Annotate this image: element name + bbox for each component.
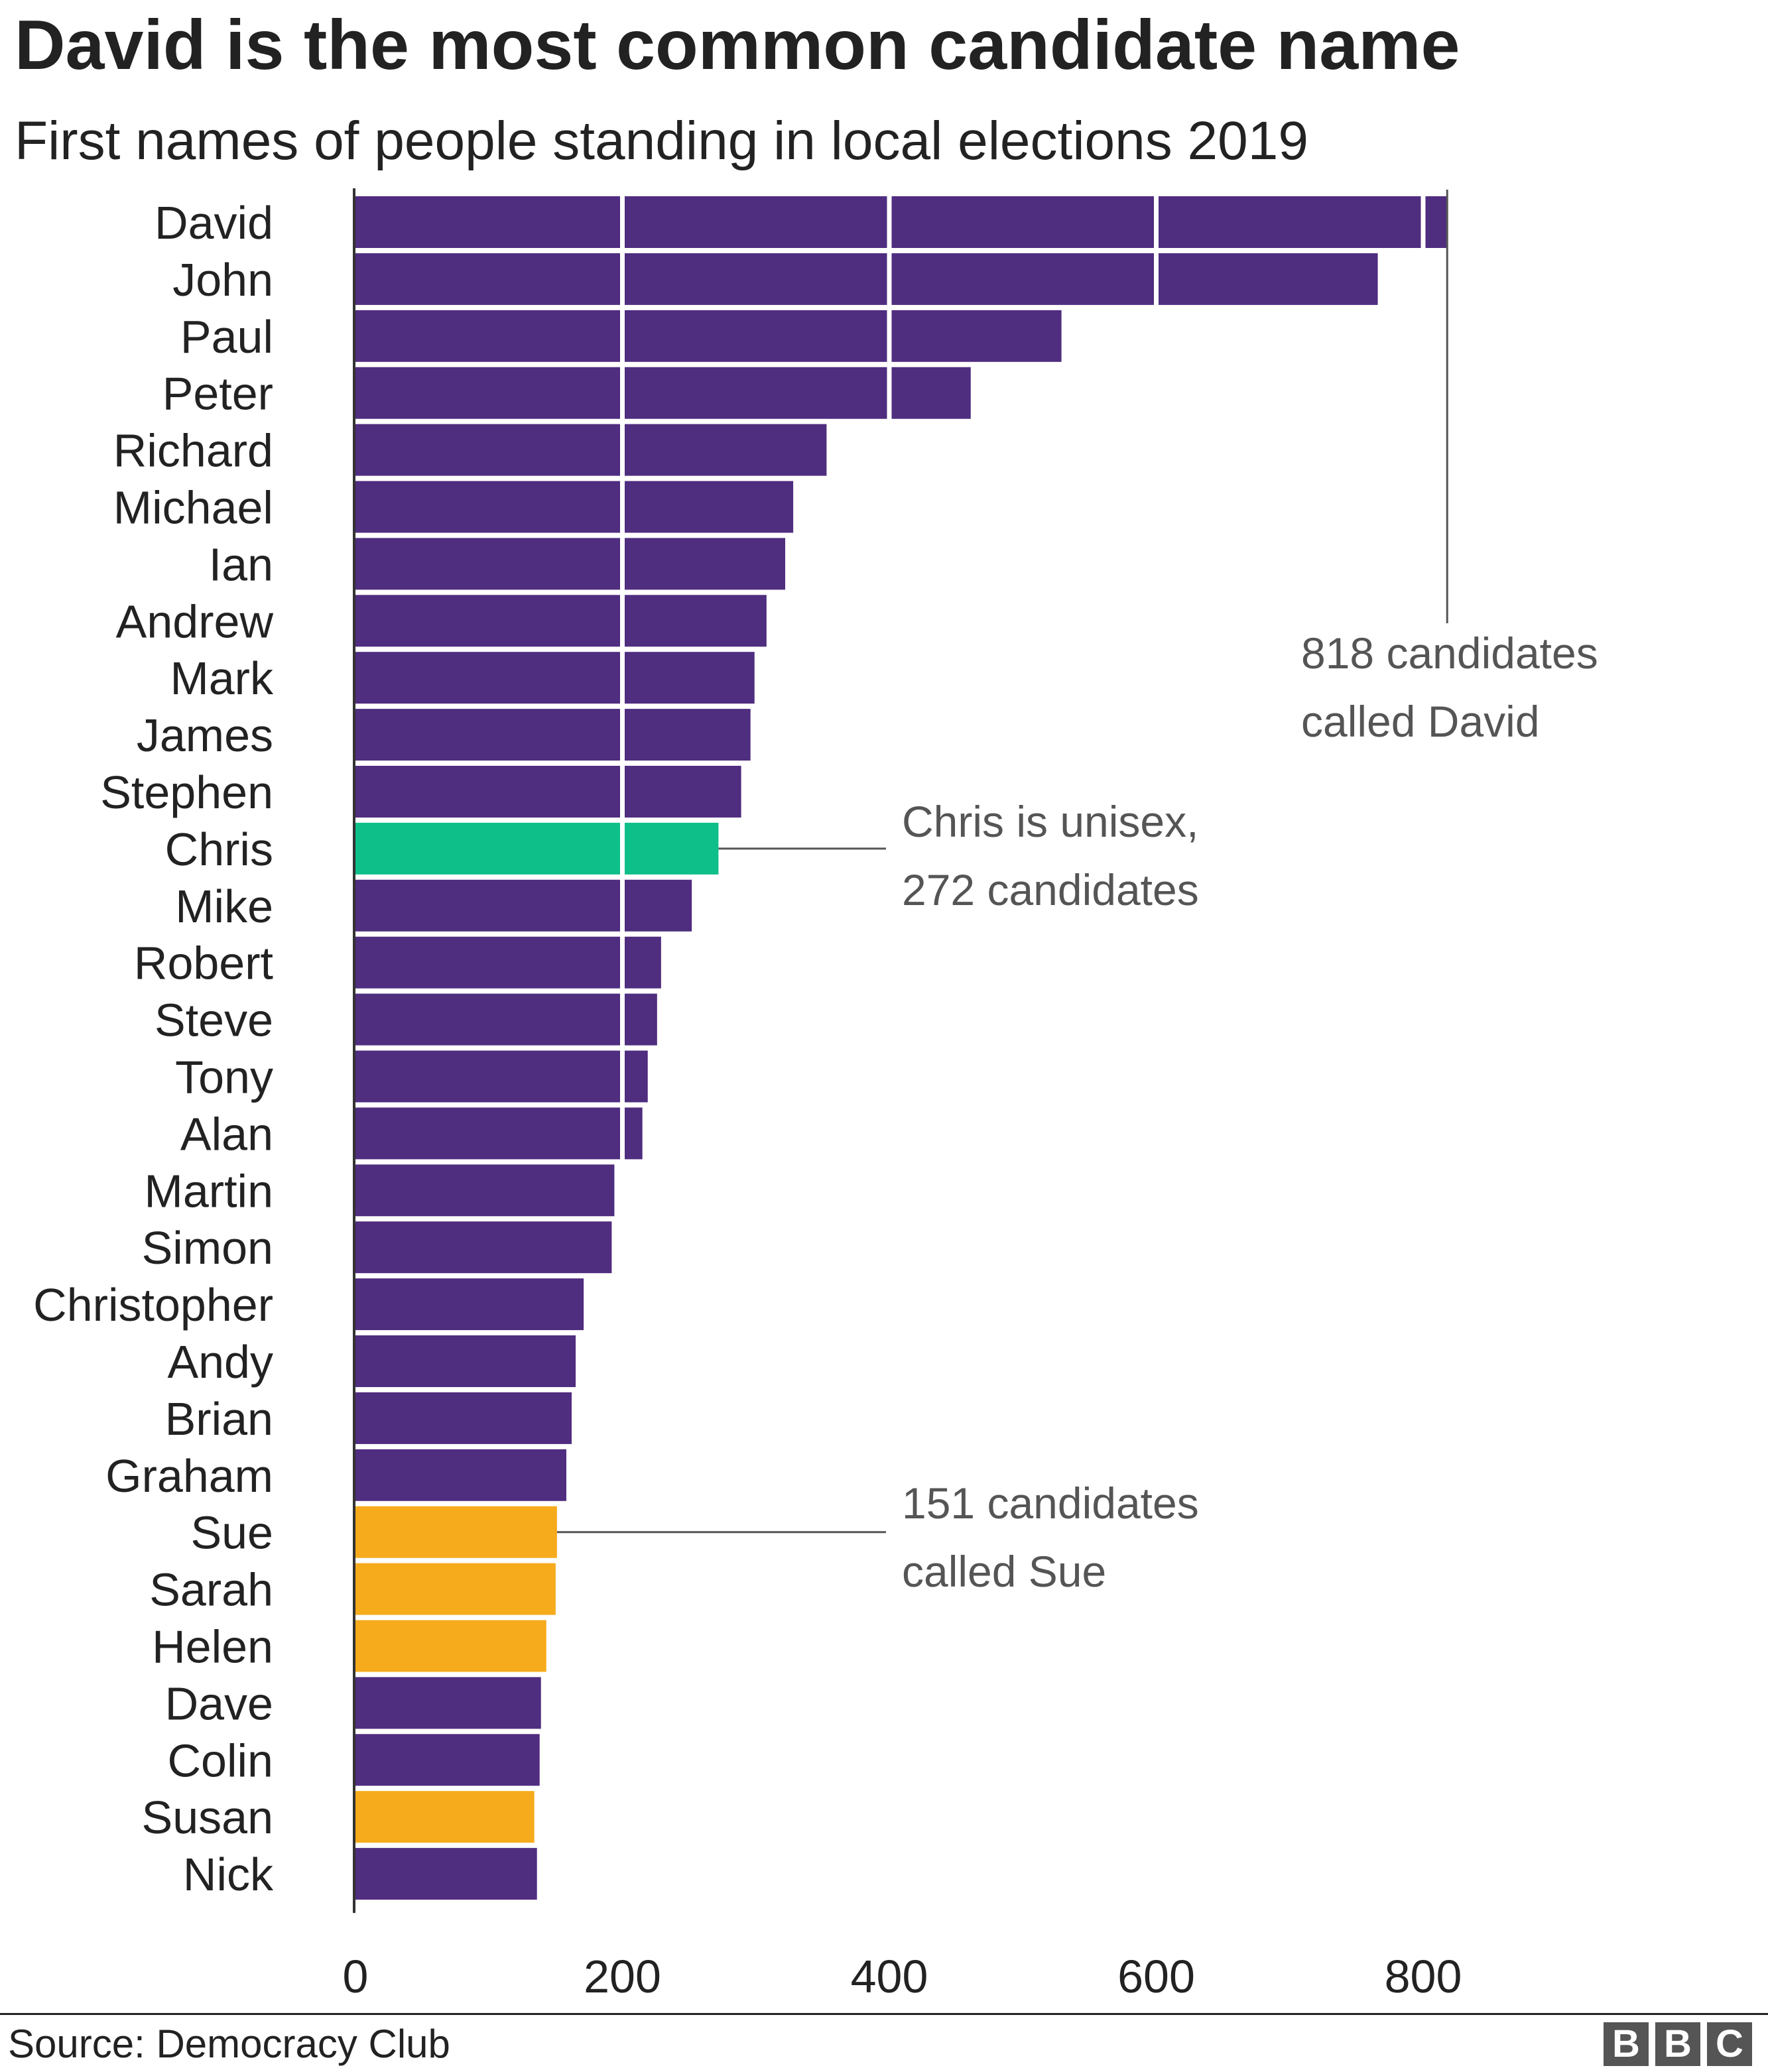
source-note: Source: Democracy Club bbox=[8, 2022, 450, 2066]
category-label: Richard bbox=[113, 425, 273, 477]
category-label: Sue bbox=[190, 1507, 273, 1559]
bar bbox=[355, 1848, 537, 1900]
bar bbox=[355, 1677, 541, 1729]
bbc-logo: B B C bbox=[1604, 2022, 1752, 2066]
bar bbox=[355, 310, 1062, 362]
bar bbox=[355, 1164, 615, 1217]
gridlines-layer bbox=[620, 191, 1426, 1904]
bar bbox=[355, 1392, 572, 1444]
bar bbox=[355, 595, 767, 647]
category-label: Paul bbox=[180, 311, 273, 363]
category-label: Christopher bbox=[33, 1279, 273, 1331]
category-labels-layer: DavidJohnPaulPeterRichardMichaelIanAndre… bbox=[33, 197, 274, 1900]
category-label: Mike bbox=[175, 881, 273, 932]
bar bbox=[355, 1506, 557, 1558]
chart-subtitle: First names of people standing in local … bbox=[15, 111, 1308, 171]
category-label: Steve bbox=[155, 995, 273, 1046]
annotation-text: called David bbox=[1301, 697, 1540, 746]
annotation-text: Chris is unisex, bbox=[902, 797, 1198, 846]
bar bbox=[355, 1620, 546, 1672]
bar bbox=[355, 652, 755, 704]
category-label: James bbox=[137, 709, 273, 761]
x-tick-label: 800 bbox=[1385, 1951, 1462, 2002]
bbc-logo-letter: B bbox=[1604, 2022, 1649, 2066]
category-label: Sarah bbox=[149, 1564, 273, 1616]
bar bbox=[355, 1278, 584, 1331]
category-label: Colin bbox=[167, 1735, 273, 1786]
category-label: Alan bbox=[180, 1108, 273, 1160]
category-label: David bbox=[155, 197, 273, 249]
bbc-logo-letter: C bbox=[1707, 2022, 1752, 2066]
bar bbox=[355, 1449, 566, 1501]
category-label: Andy bbox=[167, 1336, 273, 1388]
footer-rule bbox=[0, 2013, 1768, 2015]
category-label: Graham bbox=[105, 1450, 273, 1502]
x-tick-label: 0 bbox=[343, 1951, 369, 2002]
category-label: Helen bbox=[152, 1621, 273, 1673]
category-label: Andrew bbox=[116, 595, 274, 647]
category-label: Peter bbox=[162, 368, 273, 420]
category-label: Chris bbox=[165, 823, 273, 875]
bar bbox=[355, 1221, 612, 1274]
category-label: Dave bbox=[165, 1677, 273, 1729]
tick-labels-layer: 0 200 400 600 800 bbox=[343, 1951, 1462, 2002]
bar bbox=[355, 1734, 540, 1786]
category-label: Mark bbox=[170, 652, 274, 704]
x-tick-label: 200 bbox=[584, 1951, 661, 2002]
bar bbox=[355, 1335, 576, 1387]
annotation-text: 818 candidates bbox=[1301, 629, 1598, 678]
bar bbox=[355, 1791, 535, 1843]
x-tick-label: 400 bbox=[851, 1951, 928, 2002]
category-label: Tony bbox=[175, 1052, 273, 1103]
category-label: Martin bbox=[145, 1165, 273, 1217]
bar bbox=[355, 766, 741, 818]
bar bbox=[355, 1050, 648, 1103]
chart-title: David is the most common candidate name bbox=[15, 6, 1460, 84]
annotation-text: called Sue bbox=[902, 1547, 1106, 1596]
category-label: Ian bbox=[209, 538, 273, 590]
category-label: Simon bbox=[142, 1222, 273, 1274]
bar bbox=[355, 1107, 643, 1160]
annotations-layer: 818 candidates called David Chris is unise… bbox=[556, 190, 1598, 1596]
bar bbox=[355, 367, 971, 419]
bar bbox=[355, 424, 827, 476]
bar bbox=[355, 1563, 556, 1615]
bar bbox=[355, 538, 786, 590]
category-label: Brian bbox=[165, 1393, 273, 1445]
bar-chart: DavidJohnPaulPeterRichardMichaelIanAndre… bbox=[33, 188, 1598, 2002]
annotation-text: 272 candidates bbox=[902, 865, 1199, 914]
category-label: Stephen bbox=[100, 766, 273, 818]
bars-layer bbox=[355, 196, 1448, 1900]
bar bbox=[355, 709, 751, 761]
x-tick-label: 600 bbox=[1117, 1951, 1195, 2002]
category-label: Nick bbox=[183, 1849, 274, 1900]
bar bbox=[355, 936, 661, 989]
category-label: Michael bbox=[113, 482, 273, 534]
bar bbox=[355, 253, 1378, 305]
category-label: Susan bbox=[142, 1792, 273, 1843]
bar bbox=[355, 196, 1448, 248]
bar bbox=[355, 879, 692, 932]
bbc-logo-letter: B bbox=[1655, 2022, 1700, 2066]
category-label: Robert bbox=[134, 938, 273, 989]
bar bbox=[355, 822, 719, 875]
bar bbox=[355, 993, 657, 1046]
category-label: John bbox=[172, 254, 273, 306]
bar bbox=[355, 481, 794, 533]
annotation-text: 151 candidates bbox=[902, 1479, 1199, 1528]
